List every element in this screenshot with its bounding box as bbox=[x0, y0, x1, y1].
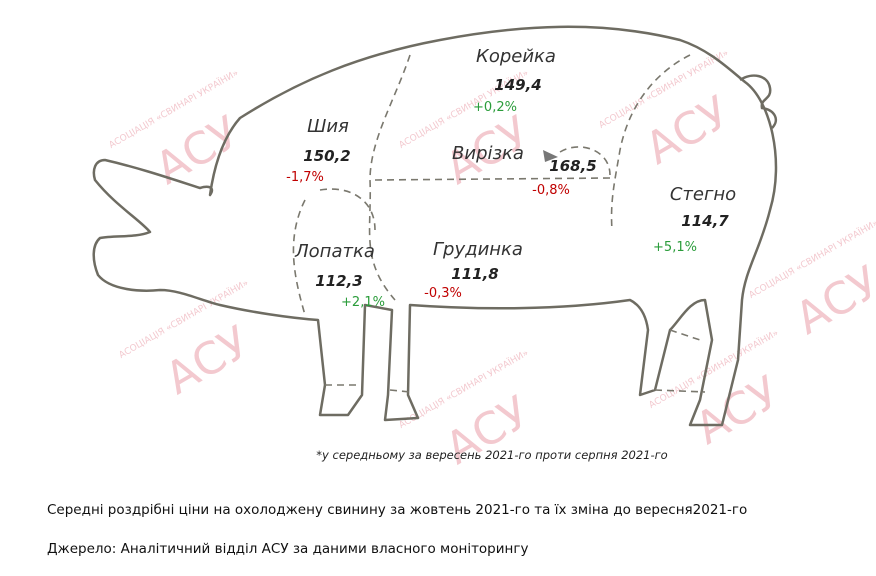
cut-change: +0,2% bbox=[473, 100, 517, 115]
cut-change: -0,8% bbox=[532, 183, 570, 198]
cut-name: Лопатка bbox=[294, 241, 375, 262]
cut-name: Корейка bbox=[476, 46, 556, 67]
source: Джерело: Аналітичний відділ АСУ за даним… bbox=[47, 541, 528, 557]
arrow bbox=[543, 150, 558, 162]
cut-change: -0,3% bbox=[424, 286, 462, 301]
cut-labels: Корейка 149,4 +0,2% Шия 150,2 -1,7% Вирізка 168… bbox=[286, 46, 736, 310]
cut-name: Вирізка bbox=[452, 143, 524, 164]
cut-change: +2,1% bbox=[341, 295, 385, 310]
cut-price: 150,2 bbox=[303, 147, 350, 165]
cut-price: 114,7 bbox=[681, 212, 729, 230]
pig-outline bbox=[92, 25, 778, 427]
cut-price: 168,5 bbox=[549, 157, 596, 175]
cut-change: -1,7% bbox=[286, 170, 324, 185]
cut-price: 149,4 bbox=[494, 76, 541, 94]
cut-change: +5,1% bbox=[653, 240, 697, 255]
tail bbox=[739, 74, 778, 129]
footnote: *у середньому за вересень 2021-го проти … bbox=[316, 448, 667, 462]
cut-price: 112,3 bbox=[315, 272, 362, 290]
caption: Середні роздрібні ціни на охолоджену сви… bbox=[47, 502, 747, 518]
cut-lines bbox=[292, 54, 706, 393]
cut-name: Шия bbox=[307, 116, 349, 137]
cut-name: Стегно bbox=[670, 184, 736, 205]
cut-name: Грудинка bbox=[433, 239, 523, 260]
cut-price: 111,8 bbox=[451, 265, 498, 283]
